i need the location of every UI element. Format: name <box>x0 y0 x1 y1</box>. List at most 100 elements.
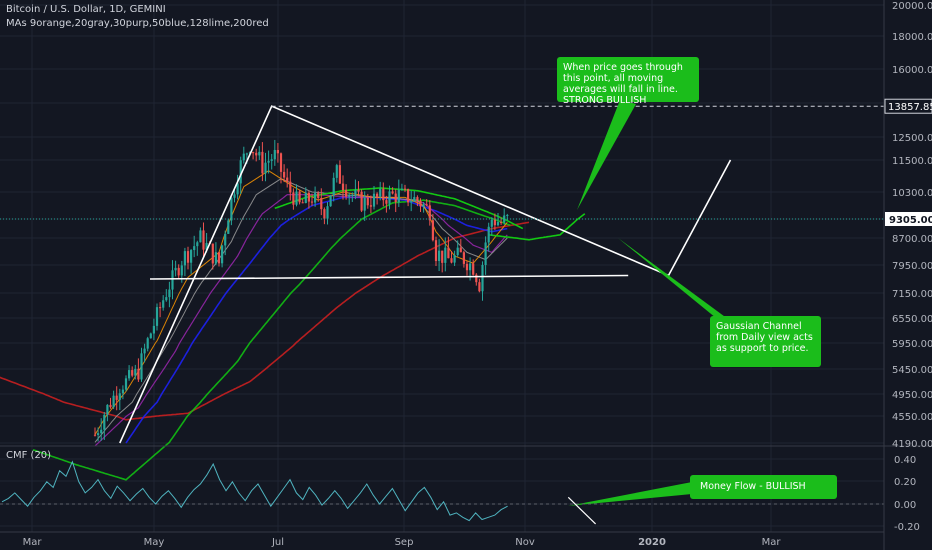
candle-body <box>131 370 134 376</box>
candle-body <box>310 201 314 203</box>
candle-body <box>109 404 112 408</box>
candle-body <box>379 188 382 197</box>
price-tick-label: 7950.00 <box>892 261 932 272</box>
candle-body <box>196 242 199 247</box>
candle-body <box>506 214 509 216</box>
candle-body <box>245 153 248 155</box>
candle-body <box>155 307 159 326</box>
candle-body <box>286 177 289 182</box>
candle-body <box>146 338 149 349</box>
candle-body <box>431 220 434 241</box>
price-tick-label: 5950.00 <box>892 339 932 350</box>
moving-average-ma20 <box>94 178 508 443</box>
candle-body <box>258 151 261 156</box>
time-tick-label: May <box>144 537 165 548</box>
cmf-tick-label: -0.20 <box>894 522 920 533</box>
candle-body <box>270 159 273 161</box>
candle-body <box>124 378 128 390</box>
candle-body <box>171 270 174 290</box>
candle-body <box>413 197 416 202</box>
candle-body <box>183 251 186 266</box>
price-tick-label: 8700.00 <box>892 234 932 245</box>
candle-body <box>348 195 351 197</box>
price-tick-label: 16000.00 <box>892 65 932 76</box>
candle-body <box>366 197 369 206</box>
candle-body <box>103 414 106 430</box>
chart-title: Bitcoin / U.S. Dollar, 1D, GEMINI <box>6 4 166 15</box>
candle-body <box>425 204 428 206</box>
time-tick-label: Mar <box>762 537 782 548</box>
candle-body <box>236 183 239 195</box>
candle-body <box>385 200 388 204</box>
candle-body <box>462 252 465 264</box>
candle-body <box>202 230 205 250</box>
candle-body <box>140 353 143 380</box>
price-tick-label: 4190.00 <box>892 439 932 450</box>
candle-body <box>317 193 320 199</box>
candle-body <box>186 251 190 263</box>
candle-body <box>335 165 338 178</box>
cmf-title: CMF (20) <box>6 450 52 461</box>
candle-body <box>168 289 171 298</box>
candle-body <box>295 191 298 205</box>
moving-average-ma9 <box>94 170 508 436</box>
candle-body <box>410 201 413 203</box>
price-tick-label: 18000.00 <box>892 32 932 43</box>
note-pointer-money-flow <box>568 482 692 506</box>
candle-body <box>239 160 242 184</box>
triangle-upper-line <box>119 105 732 444</box>
candle-body <box>193 246 196 251</box>
candle-body <box>444 247 447 263</box>
candle-body <box>332 177 335 196</box>
candle-body <box>484 242 487 265</box>
candle-body <box>345 190 348 197</box>
candle-body <box>255 152 258 156</box>
grid <box>0 0 884 532</box>
candle-body <box>441 250 444 263</box>
candle-body <box>428 205 431 221</box>
candle-body <box>450 258 453 263</box>
candle-body <box>329 195 332 207</box>
candle-body <box>298 191 301 203</box>
gaussian-channel-lower <box>488 213 586 241</box>
time-tick-label: Sep <box>395 537 414 548</box>
candle-body <box>190 250 193 263</box>
candle-body <box>217 252 221 264</box>
cmf-tick-label: 0.40 <box>894 455 916 466</box>
ma-legend: MAs 9orange,20gray,30purp,50blue,128lime… <box>6 18 269 29</box>
candle-body <box>493 219 496 226</box>
moving-average-ma128 <box>32 199 511 481</box>
candle-body <box>351 194 354 196</box>
candle-body <box>227 220 230 234</box>
triangle-support-line <box>149 274 629 280</box>
candle-body <box>137 368 140 380</box>
candle-body <box>447 247 450 259</box>
candle-body <box>118 393 121 400</box>
time-tick-label: 2020 <box>638 537 666 548</box>
candle-body <box>121 389 124 394</box>
candle-body <box>438 250 441 262</box>
candle-body <box>143 348 146 354</box>
moving-average-ma50 <box>125 196 508 444</box>
candle-body <box>134 368 137 376</box>
price-tick-label: 5450.00 <box>892 365 932 376</box>
candle-body <box>490 219 493 227</box>
candle-body <box>363 197 366 211</box>
candle-body <box>307 192 310 202</box>
moving-average-ma200 <box>0 221 530 421</box>
candle-body <box>357 190 360 192</box>
candle-body <box>469 263 472 271</box>
candle-body <box>261 151 264 174</box>
last-price-box <box>885 212 932 226</box>
price-plot <box>0 100 884 481</box>
candle-body <box>97 433 100 435</box>
candle-body <box>323 209 326 219</box>
candle-body <box>376 193 379 197</box>
candle-body <box>360 191 363 211</box>
candle-body <box>221 245 224 264</box>
cmf-plot <box>0 460 884 525</box>
candle-body <box>128 370 131 379</box>
cmf-tick-label: 0.00 <box>894 500 916 511</box>
candle-body <box>314 193 317 203</box>
